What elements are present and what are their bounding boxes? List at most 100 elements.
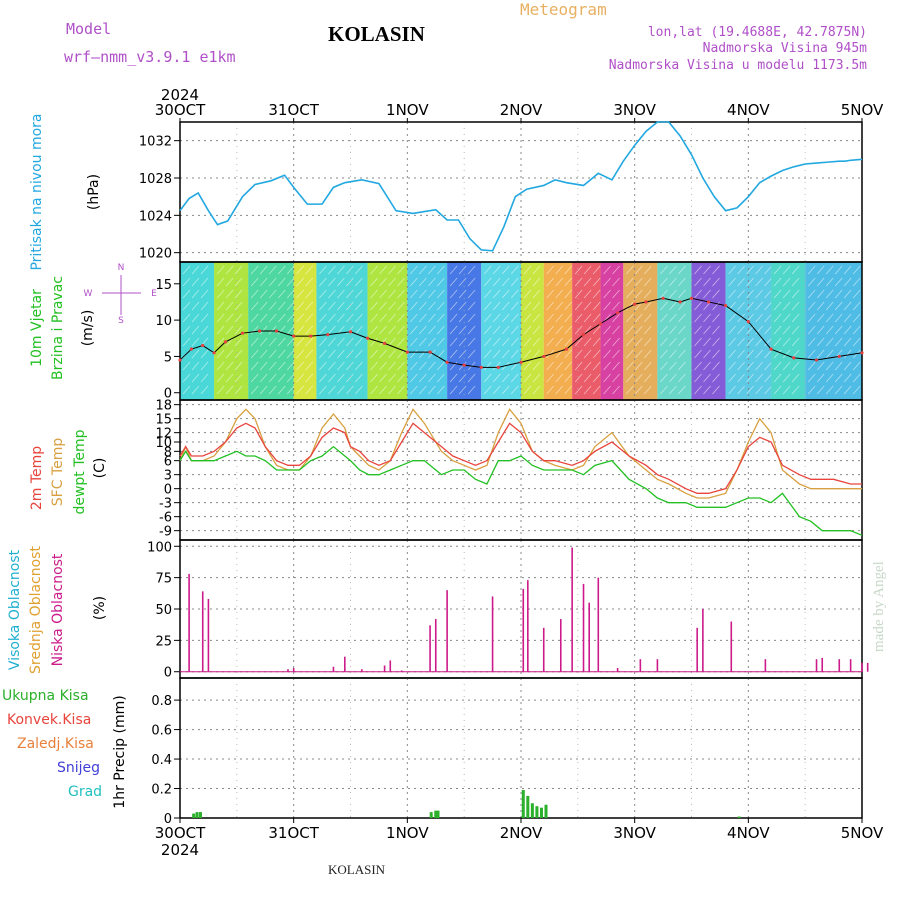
wind-barb [712,313,720,323]
wind-barb [755,325,763,335]
wind-barb [782,361,791,371]
wind-barb [764,385,772,395]
wind-barb [746,337,754,347]
wind-barb [523,337,532,347]
wind-barb [843,313,852,323]
xtick-label-top: 1NOV [386,101,429,119]
wind-barb [328,313,336,323]
wind-barb [259,325,268,335]
wind-barb [816,325,825,335]
wind-barb [379,385,387,395]
wind-barb [791,265,800,275]
wind-barb [277,265,286,275]
wind-barb [319,313,327,323]
wind-barb [773,325,782,335]
wind-barb [397,301,405,311]
wind-barb [669,325,677,335]
elevation-label: Nadmorska Visina 945m [702,41,867,56]
temp2m-axis-title: 2m Temp [29,446,45,510]
wind-barb [428,265,436,275]
wind-barb [574,277,583,287]
wind-barb [328,325,336,335]
precip-legend-item: Zaledj.Kisa [17,736,94,752]
wind-barb [660,337,668,347]
wind-barb [703,313,711,323]
wind-barb [660,277,668,287]
wind-barb [277,289,286,299]
wind-barb [603,361,611,371]
wind-barb [419,277,427,287]
wind-barb [216,349,225,359]
wind-barb [564,361,573,371]
wind-barb [216,277,225,287]
wind-barb [728,265,736,275]
wind-band [316,262,368,400]
wind-barb [703,373,711,383]
wind-barb [755,289,763,299]
wind-barb [437,361,445,371]
ytick-label: 10 [155,314,172,329]
wind-barb [419,385,427,395]
wind-band [293,262,317,400]
wind-barb [592,289,601,299]
wind-barb [737,277,745,287]
wind-barb [510,325,519,335]
wind-barb [712,325,720,335]
wind-barb [834,385,843,395]
wind-band [725,262,772,400]
wind-barb [625,301,634,311]
wind-barb [328,289,336,299]
wind-barb [492,265,501,275]
wind-barb [755,349,763,359]
wind-barb [428,361,436,371]
precip-bar [526,795,530,818]
wind-barb [410,385,418,395]
wind-barb [660,325,668,335]
wind-barb [268,373,277,383]
wind-barb [182,265,191,275]
wind-barb [773,373,782,383]
wind-barb [355,265,363,275]
wind-barb [305,277,313,287]
wind-barb [834,337,843,347]
wind-barb [782,265,791,275]
ytick-label: 12 [155,427,172,442]
wind-barb [286,289,295,299]
wind-barb [234,337,243,347]
precip-bar [530,803,534,818]
wind-barb [592,277,601,287]
wind-barb [458,301,467,311]
wind-barb [816,265,825,275]
wind-barb [737,385,745,395]
precip-bar [737,816,741,818]
wind-barb [296,373,304,383]
wind-barb [834,301,843,311]
wind-barb [510,337,519,347]
wind-barb [410,313,418,323]
wind-barb [574,289,583,299]
wind-barb [660,289,668,299]
wind-barb [277,277,286,287]
wind-barb [419,373,427,383]
wind-barb [337,385,345,395]
wind-barb [625,277,634,287]
wind-barb [764,361,772,371]
wind-barb [449,277,458,287]
wind-barb [355,349,363,359]
wind-barb [746,385,754,395]
wind-barb [286,265,295,275]
wind-barb [532,289,541,299]
wind-barb [458,289,467,299]
wind-barb [574,385,583,395]
wind-barb [501,385,510,395]
wind-barb [807,277,816,287]
wind-barb [182,289,191,299]
xtick-label-bottom: 2NOV [500,824,543,842]
wind-barb [492,301,501,311]
wind-barb [703,265,711,275]
wind-barb [852,265,861,275]
wind-barb [216,313,225,323]
wind-barb [703,349,711,359]
wind-barb [755,373,763,383]
wind-barb [746,325,754,335]
